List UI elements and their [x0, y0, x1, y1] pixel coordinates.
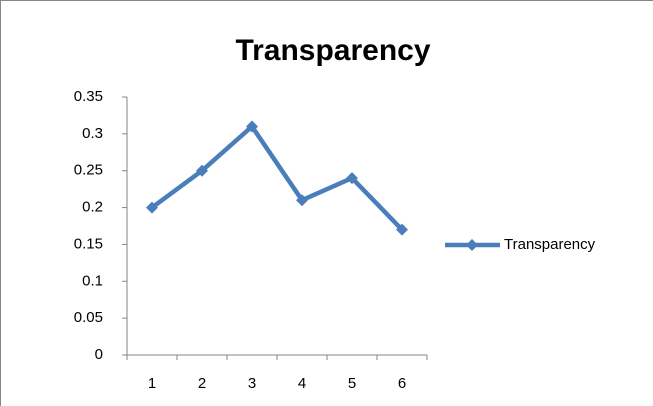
y-tick-label: 0.3	[82, 125, 103, 142]
line-series	[150, 124, 404, 232]
y-tick-label: 0.1	[82, 272, 103, 289]
legend-label: Transparency	[504, 236, 596, 253]
line-marker	[396, 223, 408, 236]
line-marker	[196, 164, 208, 177]
y-tick-label: 0.05	[74, 309, 103, 326]
line-marker	[246, 120, 258, 133]
x-tick-label: 4	[298, 375, 306, 392]
y-tick-label: 0.35	[74, 88, 103, 105]
x-tick-label: 2	[198, 375, 206, 392]
x-tick-label: 6	[398, 375, 406, 392]
y-tick-label: 0.15	[74, 235, 103, 252]
line-marker	[146, 201, 158, 214]
y-tick-label: 0	[95, 346, 103, 363]
y-tick-label: 0.25	[74, 162, 103, 179]
x-tick-label: 3	[248, 375, 256, 392]
line-marker	[296, 194, 308, 207]
x-tick-label: 1	[148, 375, 156, 392]
y-tick-label: 0.2	[82, 199, 103, 216]
legend-marker	[466, 239, 478, 251]
x-tick-label: 5	[348, 375, 356, 392]
chart-title: Transparency	[235, 34, 430, 67]
line-marker	[346, 172, 358, 185]
